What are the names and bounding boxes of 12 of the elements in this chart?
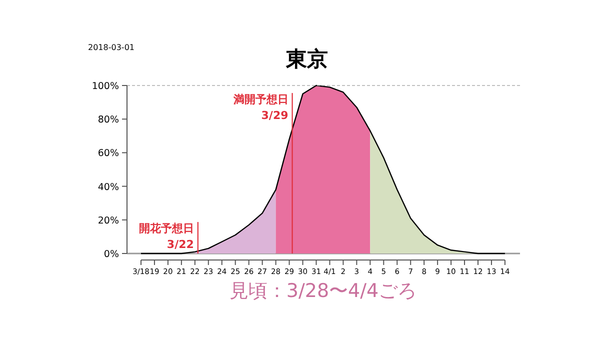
y-tick-label: 60%	[98, 148, 119, 160]
ref-line-label: 満開予想日 3/29	[232, 93, 288, 122]
y-tick-label: 80%	[98, 114, 119, 126]
line-series	[140, 84, 506, 254]
y-tick-label: 100%	[92, 81, 119, 92]
y-tick-label: 40%	[98, 182, 119, 193]
ref-line-label: 開花予想日 3/22	[138, 222, 194, 251]
chart-title: 東京	[285, 47, 328, 71]
text: 見頃：3/28〜4/4ごろ	[229, 280, 417, 302]
y-tick-label: 0%	[104, 249, 119, 260]
y-tick-label: 20%	[98, 215, 119, 226]
text: 2018-03-01	[88, 43, 134, 52]
